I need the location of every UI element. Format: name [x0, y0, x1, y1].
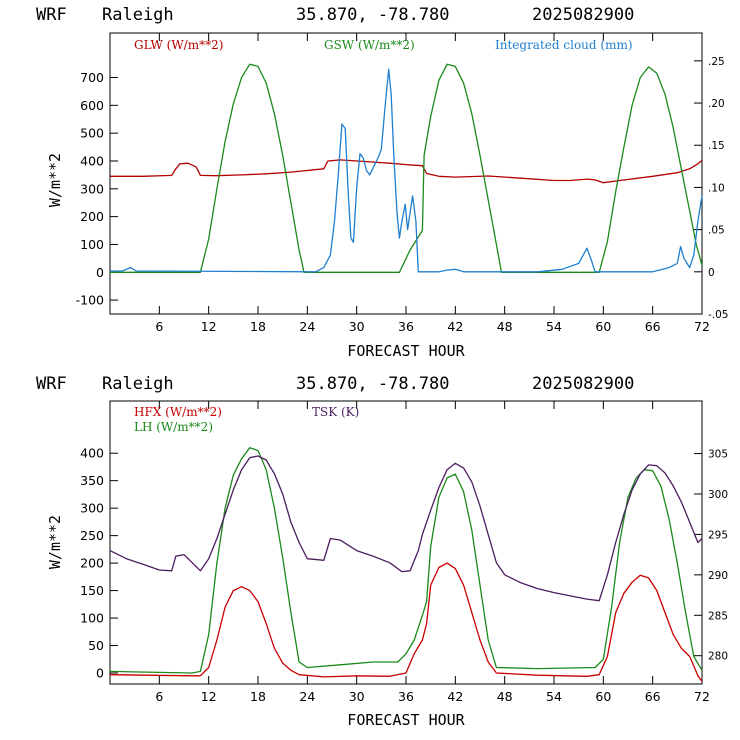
panel2-y-tick-label: 250	[80, 528, 104, 543]
panel2-y-axis-label: W/m**2	[46, 515, 64, 569]
panel2-series-line-0	[109, 562, 703, 682]
panel1-x-axis-label: FORECAST HOUR	[347, 342, 465, 360]
panel2-x-tick-label: 12	[201, 689, 217, 704]
panel1-title-coords: 35.870, -78.780	[296, 5, 450, 25]
panel1-x-tick-label: 24	[299, 319, 315, 334]
panel2-y-tick-label: 350	[80, 473, 104, 488]
panel1-title-date: 2025082900	[532, 5, 634, 25]
panel2-x-tick-label: 42	[447, 689, 463, 704]
panel1-right-tick-label: .05	[708, 225, 725, 237]
panel1-series-lines	[110, 63, 703, 273]
panel2-title-station: Raleigh	[102, 374, 174, 394]
panel1-right-tick-label: .15	[708, 140, 725, 152]
panel2-y-tick-label: 200	[80, 556, 104, 571]
panel2-x-tick-label: 60	[595, 689, 611, 704]
panel2-title-model: WRF	[36, 374, 67, 394]
panel2-right-tick-label: 285	[708, 610, 728, 622]
panel2-right-tick-label: 290	[708, 570, 728, 582]
panel1-right-tick-label: -.05	[708, 309, 729, 321]
panel2-right-tick-label: 280	[708, 651, 728, 663]
panel1-title-model: WRF	[36, 5, 67, 25]
legend-tsk: TSK (K)	[312, 405, 359, 419]
panel1-right-axis-ticks: -.05 0 .05 .10 .15 .20 .25	[694, 56, 729, 321]
panel2-series-lines	[109, 447, 703, 682]
panel1-title: WRF Raleigh 35.870, -78.780 2025082900	[36, 5, 634, 25]
panel2-x-axis-label: FORECAST HOUR	[347, 711, 465, 729]
panel-fluxes: WRF Raleigh 35.870, -78.780 2025082900 6…	[36, 374, 728, 729]
panel1-title-station: Raleigh	[102, 5, 174, 25]
panel1-x-tick-label: 30	[349, 319, 365, 334]
panel2-y-tick-label: 0	[96, 666, 104, 681]
panel2-y-tick-label: 150	[80, 583, 104, 598]
panel1-y-axis-label: W/m**2	[46, 153, 64, 207]
panel1-y-tick-label: 600	[80, 98, 104, 113]
panel1-x-tick-label: 42	[447, 319, 463, 334]
panel2-y-tick-label: 300	[80, 501, 104, 516]
panel2-x-tick-label: 66	[645, 689, 661, 704]
panel2-x-tick-label: 6	[155, 689, 163, 704]
panel1-y-tick-label: 300	[80, 181, 104, 196]
panel2-right-axis-ticks: 280 285 290 295 300 305	[694, 449, 728, 663]
panel2-y-tick-label: 400	[80, 446, 104, 461]
panel2-plot-frame	[109, 400, 703, 685]
panel2-x-tick-label: 36	[398, 689, 414, 704]
panel1-x-tick-label: 12	[201, 319, 217, 334]
panel2-legend: HFX (W/m**2) LH (W/m**2) TSK (K)	[134, 405, 359, 434]
panel2-right-tick-label: 305	[708, 449, 728, 461]
panel1-y-tick-label: 700	[80, 70, 104, 85]
panel1-series-line-0	[110, 159, 703, 184]
panel1-x-tick-label: 18	[250, 319, 266, 334]
panel1-y-tick-label: 500	[80, 126, 104, 141]
panel2-x-axis-ticks: 6 12 18 24 30 36 42 48 54 60 66 72	[155, 401, 710, 704]
panel1-y-tick-label: 200	[80, 209, 104, 224]
panel1-right-tick-label: .25	[708, 56, 725, 68]
panel1-right-tick-label: .10	[708, 182, 725, 194]
legend-hfx: HFX (W/m**2)	[134, 405, 222, 419]
panel2-series-line-2	[109, 455, 703, 602]
panel2-title: WRF Raleigh 35.870, -78.780 2025082900	[36, 374, 634, 394]
panel2-x-tick-label: 24	[299, 689, 315, 704]
panel2-right-tick-label: 295	[708, 529, 728, 541]
panel1-y-tick-label: -100	[76, 293, 104, 308]
panel2-y-axis-ticks: 0 50 100 150 200 250 300 350 400	[80, 446, 118, 681]
legend-glw: GLW (W/m**2)	[134, 38, 223, 52]
panel2-x-tick-label: 48	[497, 689, 513, 704]
panel2-x-tick-label: 30	[349, 689, 365, 704]
panel1-y-axis-ticks: -100 0 100 200 300 400 500 600 700	[76, 70, 118, 308]
panel1-y-tick-label: 0	[96, 265, 104, 280]
panel1-x-tick-label: 36	[398, 319, 414, 334]
panel2-y-tick-label: 100	[80, 611, 104, 626]
panel1-series-line-1	[110, 63, 703, 273]
panel2-y-tick-label: 50	[88, 638, 104, 653]
panel1-x-tick-label: 6	[155, 319, 163, 334]
panel1-right-tick-label: 0	[708, 267, 715, 279]
panel1-series-line-2	[110, 68, 703, 273]
panel2-x-tick-label: 18	[250, 689, 266, 704]
panel1-x-axis-ticks: 6 12 18 24 30 36 42 48 54 60 66 72	[155, 33, 710, 334]
panel1-y-tick-label: 400	[80, 153, 104, 168]
legend-gsw: GSW (W/m**2)	[324, 38, 415, 52]
panel1-legend: GLW (W/m**2) GSW (W/m**2) Integrated clo…	[134, 38, 633, 52]
panel2-x-tick-label: 72	[694, 689, 710, 704]
panel1-x-tick-label: 72	[694, 319, 710, 334]
legend-lh: LH (W/m**2)	[134, 420, 213, 434]
panel2-x-tick-label: 54	[546, 689, 562, 704]
panel2-title-coords: 35.870, -78.780	[296, 374, 450, 394]
legend-integrated-cloud: Integrated cloud (mm)	[495, 38, 633, 52]
panel1-x-tick-label: 60	[595, 319, 611, 334]
panel1-x-tick-label: 48	[497, 319, 513, 334]
panel1-y-tick-label: 100	[80, 237, 104, 252]
panel1-right-tick-label: .20	[708, 98, 725, 110]
panel2-title-date: 2025082900	[532, 374, 634, 394]
panel2-series-line-1	[109, 447, 703, 674]
panel1-x-tick-label: 66	[645, 319, 661, 334]
panel2-right-tick-label: 300	[708, 489, 728, 501]
panel1-x-tick-label: 54	[546, 319, 562, 334]
panel-radiation: WRF Raleigh 35.870, -78.780 2025082900 6…	[36, 5, 729, 360]
